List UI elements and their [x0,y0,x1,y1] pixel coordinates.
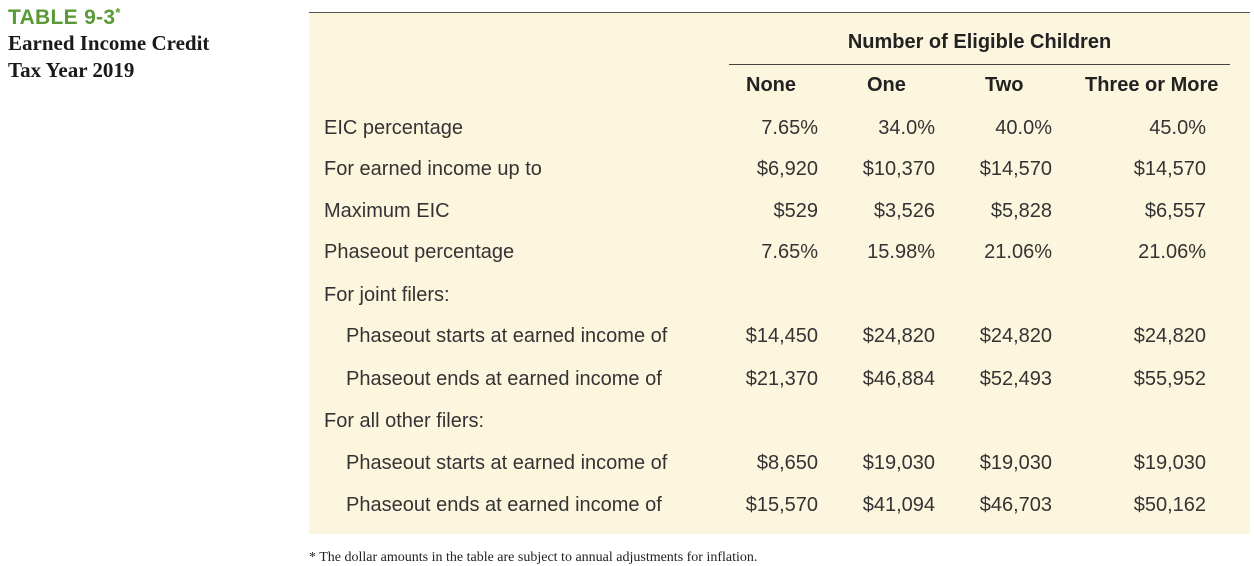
table-row: Phaseout ends at earned income of $21,370… [0,368,1254,410]
row-label: Phaseout starts at earned income of [346,452,668,474]
table-row: Phaseout ends at earned income of $15,570… [0,494,1254,536]
table-cell: $14,570 [1133,158,1206,180]
table-row: EIC percentage 7.65% 34.0% 40.0% 45.0% [0,117,1254,159]
table-cell: 7.65% [761,241,818,263]
table-row: Phaseout starts at earned income of $14,4… [0,325,1254,367]
table-cell: $5,828 [990,200,1052,222]
row-label: For all other filers: [324,410,485,432]
row-label: Phaseout starts at earned income of [346,325,668,347]
table-cell: $6,920 [756,158,818,180]
group-header-rule [729,64,1230,65]
table-cell: 15.98% [867,241,935,263]
table-row: Maximum EIC $529 $3,526 $5,828 $6,557 [0,200,1254,242]
table-cell: $52,493 [979,368,1052,390]
table-row: For joint filers: [0,284,1254,326]
table-cell: $529 [773,200,819,222]
table-row: For all other filers: [0,410,1254,452]
table-cell: $55,952 [1133,368,1206,390]
table-title-line-1: Earned Income Credit [8,31,210,55]
table-cell: $14,570 [979,158,1052,180]
table-cell: $24,820 [862,325,935,347]
row-label: EIC percentage [324,117,463,139]
column-header-none: None [746,74,796,96]
table-number: TABLE 9-3* [8,5,121,29]
table-cell: 34.0% [878,117,935,139]
table-cell: $41,094 [862,494,935,516]
row-label: Phaseout percentage [324,241,515,263]
table-cell: $24,820 [979,325,1052,347]
row-label: Phaseout ends at earned income of [346,368,662,390]
table-panel [309,12,1250,534]
table-cell: $50,162 [1133,494,1206,516]
table-row: Phaseout percentage 7.65% 15.98% 21.06% 21.0… [0,241,1254,283]
table-cell: $15,570 [745,494,818,516]
table-cell: $21,370 [745,368,818,390]
footnote: * The dollar amounts in the table are su… [309,550,758,565]
table-cell: 40.0% [995,117,1052,139]
table-title-line-2: Tax Year 2019 [8,58,135,82]
table-row: Phaseout starts at earned income of $8,65… [0,452,1254,494]
table-caption: TABLE 9-3* Earned Income Credit Tax Year… [8,5,210,84]
table-cell: $19,030 [862,452,935,474]
table-cell: 7.65% [761,117,818,139]
group-header: Number of Eligible Children [847,31,1112,53]
column-header-two: Two [985,74,1024,96]
row-label: Phaseout ends at earned income of [346,494,662,516]
table-cell: $19,030 [1133,452,1206,474]
table-cell: $8,650 [756,452,818,474]
table-row: For earned income up to $6,920 $10,370 $14,… [0,158,1254,200]
table-cell: $19,030 [979,452,1052,474]
row-label: For earned income up to [324,158,542,180]
row-label: Maximum EIC [324,200,450,222]
table-cell: 21.06% [1138,241,1206,263]
column-header-one: One [867,74,906,96]
table-cell: $14,450 [745,325,818,347]
table-cell: $24,820 [1133,325,1206,347]
table-cell: $6,557 [1144,200,1206,222]
table-cell: $46,884 [862,368,935,390]
row-label: For joint filers: [324,284,450,306]
table-cell: $46,703 [979,494,1052,516]
table-cell: 21.06% [984,241,1052,263]
table-cell: $10,370 [862,158,935,180]
table-cell: $3,526 [873,200,935,222]
column-header-three-or-more: Three or More [1085,74,1219,96]
table-cell: 45.0% [1149,117,1206,139]
